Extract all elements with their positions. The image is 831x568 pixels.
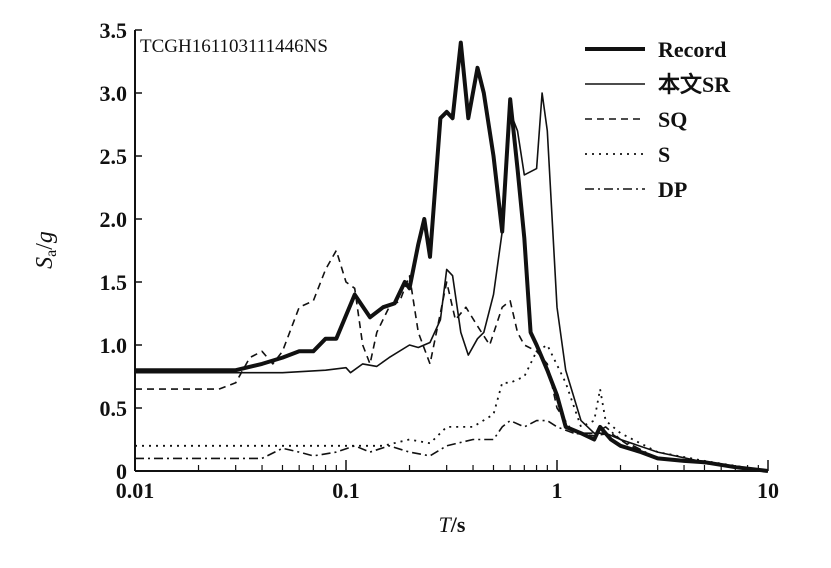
y-tick-label: 3.5 [100, 18, 128, 43]
series-line-dotted [135, 344, 769, 472]
record-annotation: TCGH161103111446NS [140, 36, 328, 57]
axes: 0 0.5 1.0 1.5 2.0 2.5 3.0 3.5 0.01 0.1 1 10 [100, 18, 780, 503]
series-line-solid [135, 92, 769, 472]
y-axis-label: Sa/g [32, 231, 60, 269]
x-tick-label: 0.01 [116, 478, 155, 503]
legend: Record 本文SR SQ S DP [585, 37, 731, 202]
series-line-dashed [135, 249, 769, 472]
x-tick-label: 0.1 [332, 478, 360, 503]
y-tick-label: 0.5 [100, 396, 128, 421]
legend-label: S [658, 142, 670, 167]
y-tick-label: 0 [116, 459, 127, 484]
legend-label: 本文SR [658, 72, 731, 97]
x-tick-label: 10 [757, 478, 779, 503]
y-tick-label: 2.5 [100, 144, 128, 169]
y-tick-label: 1.0 [100, 333, 128, 358]
x-axis-label: T/s [439, 512, 466, 537]
y-tick-label: 2.0 [100, 207, 128, 232]
legend-label: DP [658, 177, 687, 202]
legend-label: Record [658, 37, 726, 62]
y-tick-label: 1.5 [100, 270, 128, 295]
y-tick-label: 3.0 [100, 81, 128, 106]
x-tick-label: 1 [552, 478, 563, 503]
series-line-dashdot [135, 419, 769, 472]
series-lines [135, 40, 769, 473]
legend-label: SQ [658, 107, 687, 132]
series-line-thick [135, 40, 769, 473]
